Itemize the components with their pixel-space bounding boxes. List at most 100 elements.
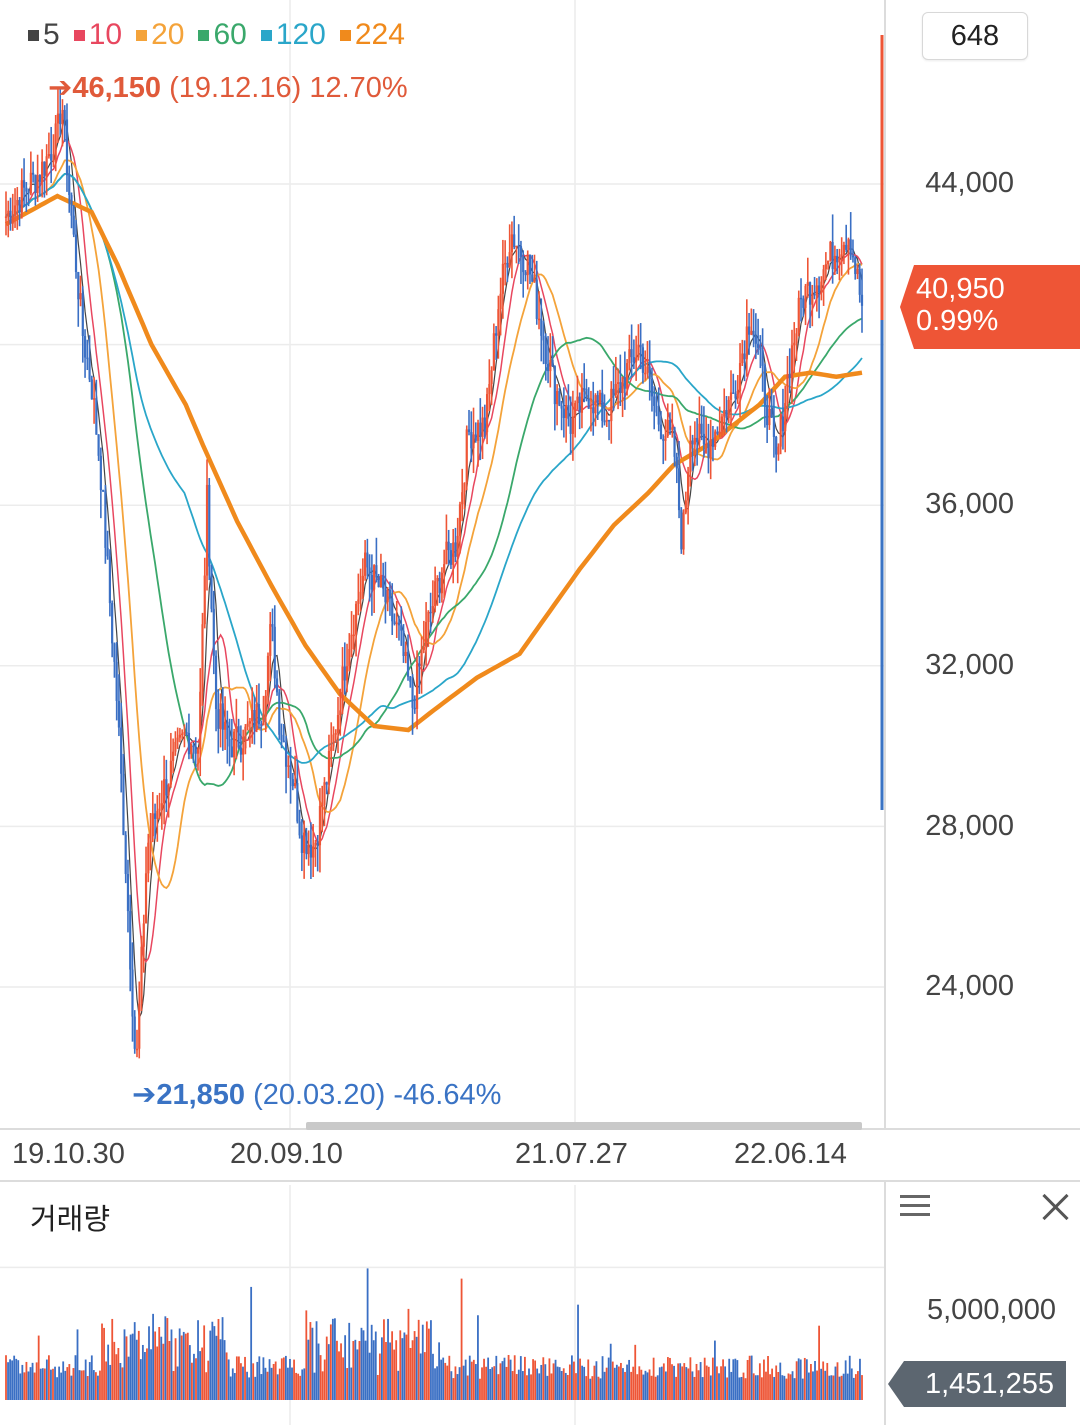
volume-bar — [385, 1342, 387, 1400]
volume-bar — [812, 1371, 814, 1400]
volume-bar — [438, 1342, 441, 1400]
volume-bar — [589, 1378, 592, 1400]
candle-body — [682, 512, 685, 550]
candle-body — [472, 434, 475, 449]
volume-bar — [822, 1361, 825, 1400]
candle-body — [544, 340, 547, 364]
volume-chart[interactable] — [0, 1185, 1080, 1425]
candle-body — [551, 359, 554, 367]
volume-bar — [828, 1375, 831, 1400]
candle-body — [822, 269, 825, 282]
volume-bar — [803, 1357, 806, 1400]
candle-body — [580, 388, 584, 413]
legend-item-ma5[interactable]: 5 — [28, 18, 60, 52]
volume-bar — [427, 1328, 430, 1400]
volume-bar — [505, 1366, 508, 1400]
candle-body — [160, 803, 163, 809]
ma60-line — [5, 173, 863, 787]
candle-body — [752, 330, 755, 336]
candle-body — [648, 366, 651, 380]
volume-bar — [233, 1373, 236, 1400]
candle-body — [54, 123, 57, 161]
volume-bar — [716, 1366, 718, 1400]
candle-body — [806, 282, 809, 286]
volume-bar — [483, 1358, 485, 1400]
moving-average-lines — [4, 117, 863, 1020]
volume-bar — [624, 1371, 626, 1400]
candle-body — [808, 282, 812, 305]
candle-body — [655, 405, 658, 413]
candle-body — [691, 440, 694, 445]
volume-bar — [671, 1364, 673, 1400]
volume-bar — [344, 1335, 347, 1400]
volume-bar — [368, 1352, 371, 1400]
candle-body — [370, 575, 373, 590]
volume-bar — [472, 1359, 475, 1400]
legend-item-ma20[interactable]: 20 — [136, 18, 184, 52]
volume-bar — [675, 1376, 677, 1400]
candle-body — [95, 398, 98, 435]
volume-bar — [346, 1368, 349, 1400]
candle-body — [485, 394, 489, 433]
candle-body — [851, 255, 855, 258]
legend-item-ma120[interactable]: 120 — [260, 18, 326, 52]
volume-bar — [842, 1373, 845, 1400]
price-chart[interactable] — [0, 0, 1080, 1130]
menu-icon[interactable] — [900, 1195, 930, 1219]
candle-body — [230, 746, 233, 758]
candle-body — [172, 751, 175, 761]
candle-body — [578, 396, 581, 413]
volume-bar — [738, 1377, 741, 1400]
candle-body — [61, 109, 64, 125]
volume-bar — [456, 1374, 459, 1400]
volume-bar — [840, 1375, 843, 1400]
legend-item-ma60[interactable]: 60 — [198, 18, 247, 52]
volume-bar — [248, 1377, 251, 1400]
candle-body — [840, 254, 843, 258]
volume-bar — [462, 1365, 465, 1400]
volume-bar — [577, 1304, 579, 1400]
candle-body — [420, 649, 423, 667]
volume-bar — [730, 1371, 733, 1400]
candle-body — [131, 969, 134, 1017]
volume-bar — [699, 1362, 702, 1400]
candle-body — [553, 366, 556, 405]
volume-bar — [403, 1332, 406, 1400]
volume-bar — [387, 1318, 389, 1400]
candle-body — [368, 567, 371, 576]
legend-item-ma224[interactable]: 224 — [339, 18, 405, 52]
legend-item-ma10[interactable]: 10 — [73, 18, 122, 52]
volume-bar — [52, 1368, 54, 1400]
count-badge[interactable]: 648 — [922, 12, 1028, 60]
volume-bar — [137, 1330, 140, 1400]
candle-body — [278, 692, 281, 735]
candle-body — [341, 666, 344, 711]
candle-body — [698, 423, 701, 443]
volume-bar — [650, 1375, 653, 1400]
volume-bar — [654, 1376, 657, 1400]
candle-body — [264, 695, 267, 715]
candle-body — [829, 241, 832, 261]
candle-body — [86, 357, 89, 360]
volume-bar — [460, 1278, 463, 1400]
candle-body — [488, 384, 491, 395]
close-icon[interactable] — [1038, 1190, 1074, 1226]
volume-bar — [399, 1330, 402, 1400]
volume-bar — [411, 1340, 414, 1400]
chart-scrollbar[interactable] — [306, 1122, 862, 1130]
volume-bar — [250, 1286, 253, 1400]
volume-bar — [221, 1317, 224, 1400]
candle-body — [508, 252, 511, 268]
volume-bar — [597, 1376, 600, 1400]
candle-body — [653, 396, 656, 406]
ma224-line — [4, 193, 863, 733]
candle-body — [431, 606, 434, 613]
candle-body — [140, 946, 143, 1004]
candle-body — [555, 391, 559, 405]
candle-body — [359, 591, 362, 600]
candle-body — [192, 745, 195, 748]
candle-body — [318, 806, 322, 846]
volume-bar — [838, 1376, 841, 1400]
volume-bar — [742, 1372, 745, 1400]
candle-body — [673, 427, 676, 457]
